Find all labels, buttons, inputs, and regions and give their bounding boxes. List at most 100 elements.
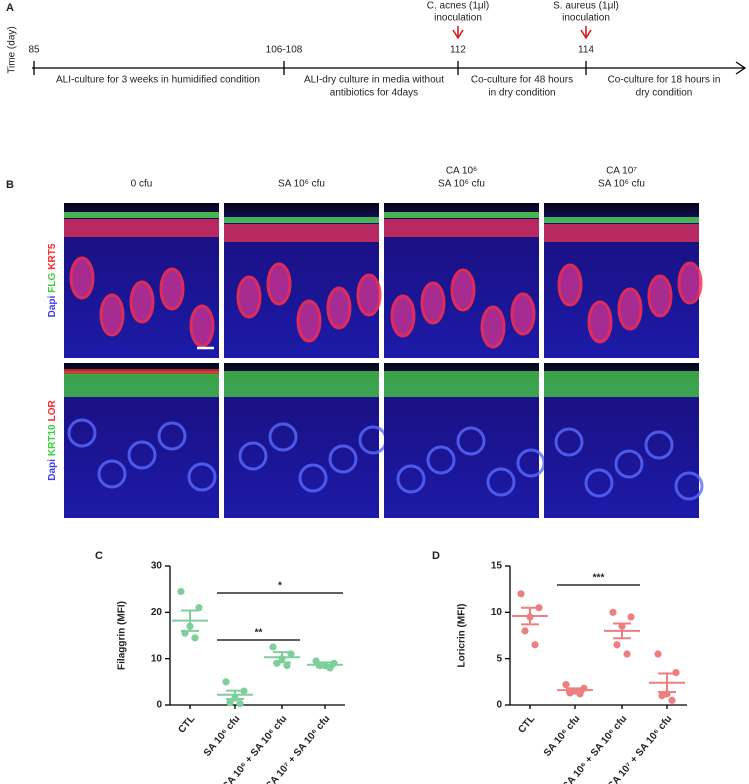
krt10-band: [544, 371, 699, 397]
follicle: [328, 444, 358, 474]
flg-band: [64, 212, 219, 218]
column-header: CA 10⁷: [606, 166, 637, 177]
y-tick-label: 10: [151, 653, 163, 664]
data-point: [269, 643, 277, 651]
data-point: [658, 692, 666, 700]
data-point: [226, 699, 234, 707]
tick-label: 114: [578, 45, 594, 56]
phase-label: ALI-culture for 3 weeks in humidified co…: [56, 75, 260, 86]
follicle: [266, 262, 292, 306]
row-label: Dapi KRT10 LOR: [47, 399, 58, 480]
micrograph: [64, 203, 219, 358]
stain-name: KRT10: [47, 424, 58, 456]
follicle: [647, 274, 673, 318]
micrograph: [384, 363, 546, 518]
micrograph: [224, 203, 382, 358]
data-point: [613, 641, 621, 649]
micrograph: [64, 363, 219, 518]
follicle: [617, 287, 643, 331]
data-point: [531, 641, 539, 649]
krt10-band: [64, 371, 219, 397]
panel-label: D: [432, 550, 440, 562]
phase-label: in dry condition: [488, 88, 555, 99]
krt10-band: [384, 371, 539, 397]
micrograph: [544, 203, 703, 358]
y-tick-label: 0: [156, 700, 162, 711]
data-point: [654, 650, 662, 658]
y-axis-label: Loricrin (MFI): [457, 604, 468, 668]
panel-label: C: [95, 550, 103, 562]
panel-label: A: [6, 2, 14, 14]
y-tick-label: 30: [151, 561, 163, 572]
follicle: [159, 267, 185, 311]
significance-label: *: [278, 581, 282, 592]
follicle: [587, 300, 613, 344]
follicle: [67, 418, 97, 448]
stain-name: KRT5: [47, 243, 58, 270]
follicle: [187, 462, 217, 492]
arrow-head: [735, 61, 747, 75]
flg-band: [544, 217, 699, 223]
follicle: [456, 426, 486, 456]
y-tick-label: 20: [151, 607, 163, 618]
phase-label: Co-culture for 48 hours: [471, 75, 573, 86]
x-tick-label: CTL: [176, 714, 197, 736]
follicle: [129, 280, 155, 324]
data-point: [191, 634, 199, 642]
tick-label: 112: [450, 45, 466, 56]
follicle: [236, 275, 262, 319]
follicle: [486, 467, 516, 497]
follicle: [396, 464, 426, 494]
follicle: [298, 463, 328, 493]
phase-label: ALI-dry culture in media without: [304, 75, 444, 86]
phase-label: dry condition: [636, 88, 693, 99]
lor-band: [64, 369, 219, 374]
follicle: [420, 281, 446, 325]
krt5-band: [224, 224, 379, 242]
follicle: [127, 440, 157, 470]
follicle: [677, 261, 703, 305]
x-tick-label: SA 10⁶ cfu: [542, 714, 582, 759]
follicle: [97, 459, 127, 489]
tick-label: 106-108: [266, 45, 303, 56]
inoculation-label: S. aureus (1μl): [553, 1, 619, 12]
stain-name: Dapi: [47, 296, 58, 318]
y-tick-label: 10: [491, 607, 503, 618]
follicle: [510, 292, 536, 336]
follicle: [644, 430, 674, 460]
row-label: Dapi FLG KRT5: [47, 243, 58, 317]
column-header: CA 10⁶: [446, 166, 477, 177]
x-tick-label: CTL: [516, 714, 537, 736]
follicle: [326, 286, 352, 330]
data-point: [236, 700, 244, 708]
follicle: [69, 256, 95, 300]
significance-label: **: [255, 628, 263, 639]
data-point: [609, 608, 617, 616]
krt10-band: [224, 371, 379, 397]
follicle: [426, 445, 456, 475]
data-point: [222, 678, 230, 686]
micrograph: [224, 363, 388, 518]
stain-name: FLG: [47, 273, 58, 293]
follicle: [238, 441, 268, 471]
follicle: [614, 449, 644, 479]
follicle: [189, 304, 215, 348]
flg-band: [384, 212, 539, 218]
stain-name: Dapi: [47, 459, 58, 481]
panel-label: B: [6, 179, 14, 191]
axis-label: Time (day): [7, 26, 18, 73]
follicle: [674, 471, 704, 501]
stain-name: LOR: [47, 399, 58, 421]
follicle: [99, 293, 125, 337]
follicle: [584, 468, 614, 498]
tick-label: 85: [28, 45, 40, 56]
data-point: [562, 681, 570, 689]
follicle: [557, 263, 583, 307]
inoculation-label: C. acnes (1μl): [427, 1, 489, 12]
data-point: [177, 587, 185, 596]
follicle: [390, 294, 416, 338]
data-point: [668, 696, 676, 704]
krt5-band: [544, 224, 699, 242]
